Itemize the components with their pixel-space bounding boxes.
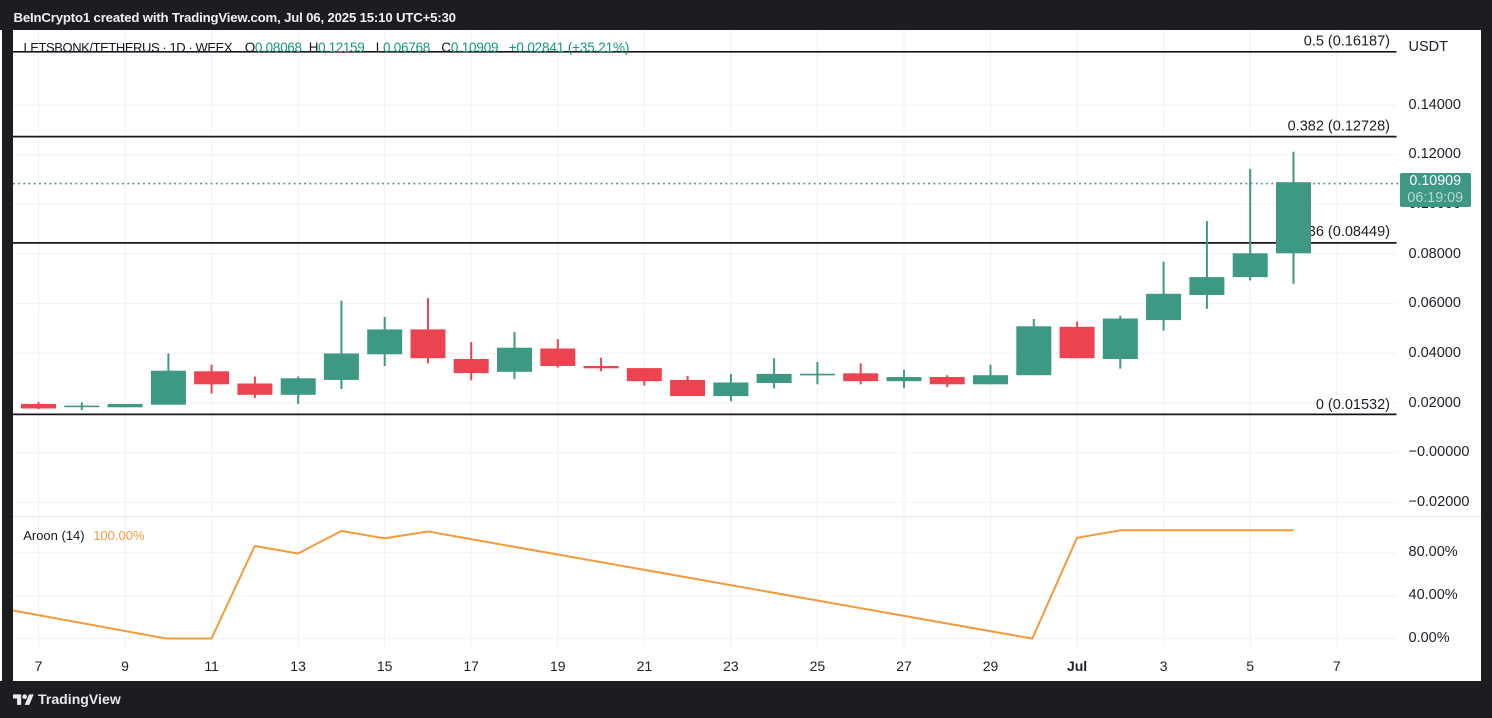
- svg-text:0.5 (0.16187): 0.5 (0.16187): [1304, 34, 1390, 50]
- svg-text:0 (0.01532): 0 (0.01532): [1316, 397, 1390, 413]
- svg-text:0.236 (0.08449): 0.236 (0.08449): [1288, 224, 1390, 240]
- svg-text:0.382 (0.12728): 0.382 (0.12728): [1288, 118, 1390, 134]
